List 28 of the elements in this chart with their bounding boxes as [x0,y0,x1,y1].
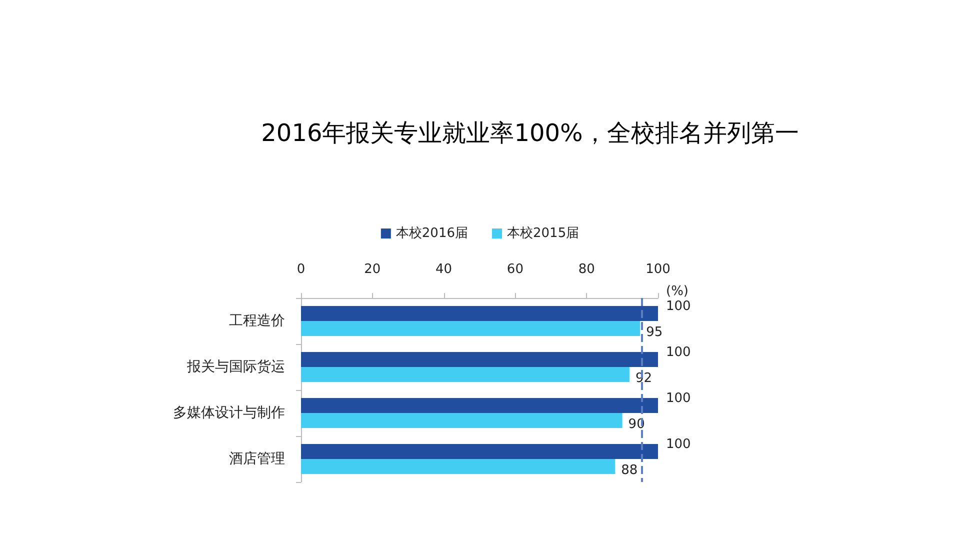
y-tick-label: 工程造价 [229,313,285,329]
data-label: 100 [666,437,691,452]
x-tick-label: 20 [364,262,381,277]
y-tick-label: 报关与国际货运 [186,359,285,375]
bar [301,398,658,413]
bar [301,367,630,382]
legend-label: 本校2015届 [507,226,580,241]
y-tick-label: 多媒体设计与制作 [173,405,285,421]
x-tick-label: 40 [436,262,452,277]
bar [301,444,658,459]
data-label: 95 [646,325,663,340]
data-label: 100 [666,299,691,314]
y-tick-label: 酒店管理 [229,451,285,467]
bar [301,321,640,336]
data-label: 100 [666,345,691,360]
data-label: 100 [666,391,691,406]
bar [301,413,622,428]
legend-label: 本校2016届 [396,226,468,241]
x-axis-title: (%) [666,284,688,299]
chart-title: 2016年报关专业就业率100%，全校排名并列第一 [261,119,799,147]
data-label: 88 [621,463,638,478]
bar [301,306,658,321]
x-tick-label: 100 [646,262,670,277]
x-tick-label: 0 [296,262,306,277]
x-tick-label: 60 [506,262,524,277]
bar [301,352,658,367]
bar [301,459,616,474]
x-tick-label: 80 [578,262,595,277]
